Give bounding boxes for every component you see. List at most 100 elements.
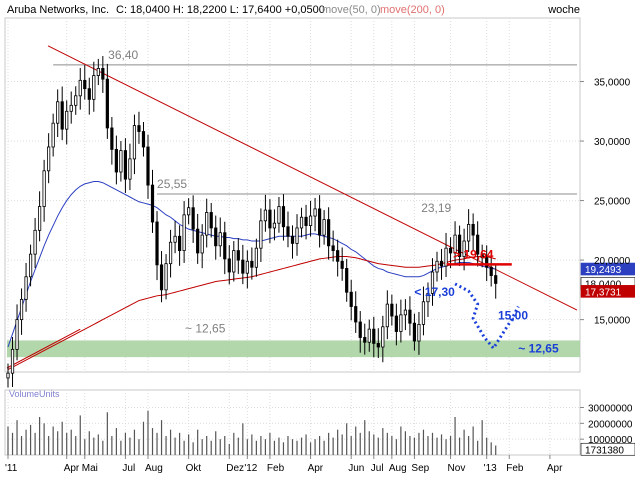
candle-body: [394, 315, 398, 332]
candle-body: [363, 337, 367, 343]
candle-body: [56, 101, 60, 124]
candle-body: [164, 263, 168, 291]
annotation-label: > 19,64: [453, 247, 494, 261]
candle-body: [205, 212, 209, 236]
support-band: [7, 340, 580, 358]
candle-body: [245, 260, 249, 274]
candle-body: [236, 250, 240, 261]
time-tick-label: Dez: [226, 463, 244, 474]
candle-body: [74, 95, 78, 106]
candle-body: [42, 170, 46, 207]
candle-body: [96, 68, 100, 76]
candle-body: [28, 253, 33, 278]
candle-body: [421, 301, 426, 325]
last-value-tag: [580, 285, 635, 298]
header-symbol: Aruba Networks, Inc.: [7, 4, 109, 16]
candle-body: [430, 271, 435, 294]
candle-body: [38, 206, 42, 231]
price-tick-label: 30,0000: [594, 137, 631, 148]
candle-body: [439, 260, 444, 267]
candle-body: [159, 264, 164, 291]
candle-body: [494, 275, 498, 284]
time-tick-label: Apr: [64, 463, 80, 474]
candle-body: [191, 207, 195, 230]
candle-body: [290, 235, 295, 244]
candle-body: [385, 303, 389, 328]
candle-body: [200, 234, 204, 254]
candle-body: [317, 208, 322, 236]
candle-body: [381, 326, 385, 348]
candle-body: [354, 306, 358, 323]
volume-last-label: 1731380: [585, 445, 624, 456]
last-value-label: 19,2493: [585, 265, 622, 276]
candle-body: [299, 216, 304, 229]
candle-body: [281, 206, 286, 228]
candle-body: [467, 223, 471, 242]
candle-body: [173, 235, 177, 243]
candle-body: [471, 223, 475, 236]
time-tick-label: Jul: [371, 463, 384, 474]
candle-body: [141, 131, 146, 148]
candle-body: [24, 276, 28, 300]
candle-body: [390, 303, 394, 317]
header-ohlc: C: 18,0400 H: 18,2200 L: 17,6400 +0,0500: [116, 4, 325, 16]
candle-body: [254, 247, 258, 268]
candle-body: [218, 232, 222, 247]
candle-body: [10, 348, 15, 374]
candle-body: [128, 158, 132, 180]
time-tick-label: Aug: [145, 463, 163, 474]
candle-body: [60, 101, 64, 130]
candle-body: [187, 207, 191, 216]
candle-body: [345, 268, 349, 293]
ma50-line: [7, 181, 496, 348]
candle-body: [146, 146, 150, 186]
price-tick-label: 15,0000: [594, 316, 631, 327]
candle-body: [349, 291, 353, 307]
candle-body: [250, 260, 254, 268]
candle-body: [480, 253, 484, 259]
time-tick-label: '12: [244, 463, 257, 474]
candle-body: [485, 257, 489, 268]
candle-body: [399, 314, 403, 332]
candle-body: [69, 104, 73, 112]
header-ma50-label: move(50, 0): [322, 4, 381, 16]
candle-body: [313, 208, 317, 217]
volume-tick-label: 20000000: [588, 419, 633, 430]
candle-body: [358, 321, 362, 338]
candle-body: [168, 241, 173, 265]
time-tick-label: '11: [5, 463, 18, 474]
time-tick-label: Apr: [547, 463, 563, 474]
time-tick-label: Feb: [267, 463, 285, 474]
time-tick-label: Feb: [506, 463, 524, 474]
annotation-label: < 17,30: [414, 285, 455, 299]
candle-body: [304, 216, 308, 226]
candle-body: [232, 250, 236, 273]
candle-body: [263, 209, 268, 222]
candle-body: [367, 328, 371, 343]
candle-body: [33, 229, 37, 255]
resistance-level-label: 36,40: [108, 48, 138, 62]
annotation-label: 23,19: [421, 201, 451, 215]
candle-body: [417, 323, 421, 342]
volume-tick-label: 30000000: [588, 404, 633, 415]
volume-last-tag: [580, 442, 635, 456]
last-value-label: 17,3731: [585, 287, 622, 298]
candle-body: [241, 259, 245, 274]
candle-body: [150, 184, 155, 223]
candle-body: [78, 79, 82, 97]
candle-body: [408, 309, 412, 324]
annotation-label: ~ 12,65: [518, 342, 559, 356]
volume-tick-label: 10000000: [588, 435, 633, 446]
candle-body: [426, 293, 430, 303]
time-tick-label: Mai: [82, 463, 98, 474]
time-tick-label: Jun: [348, 463, 364, 474]
last-value-label: 18,0400: [585, 279, 622, 290]
candle-body: [372, 328, 376, 344]
candle-body: [178, 235, 182, 251]
time-tick-label: Okt: [186, 463, 202, 474]
candle-body: [403, 309, 407, 316]
time-tick-label: Nov: [448, 463, 466, 474]
last-value-tag: [580, 262, 635, 276]
forecast-path: [454, 282, 520, 351]
